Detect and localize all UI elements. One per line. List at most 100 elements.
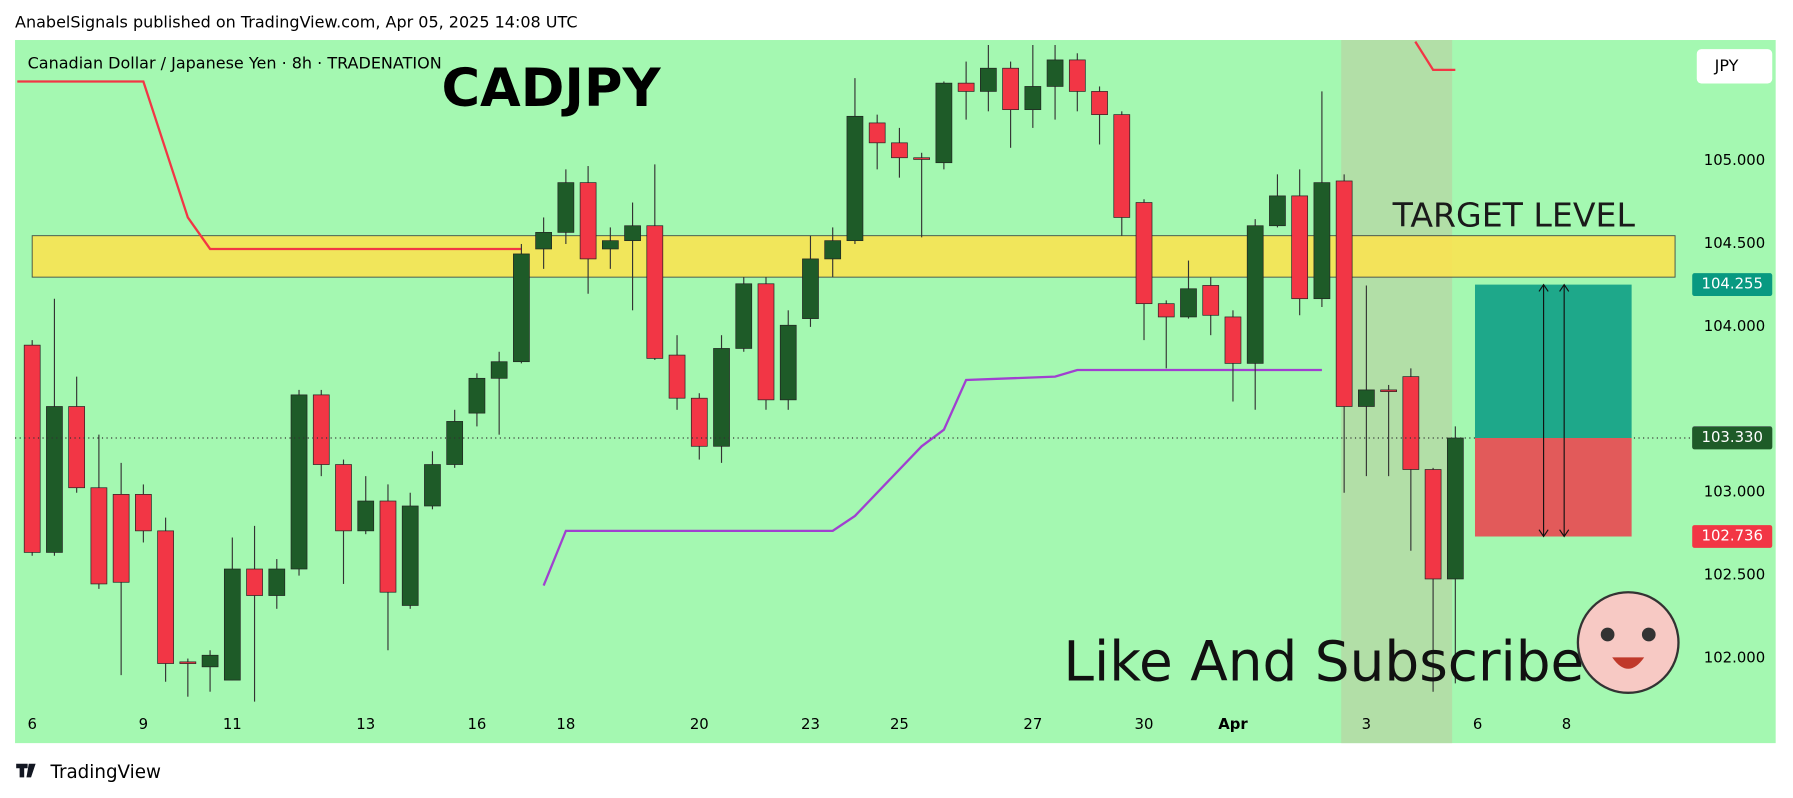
indicator-line <box>17 80 522 251</box>
annotation: TARGET LEVEL <box>1392 196 1636 235</box>
candle-body <box>646 225 664 359</box>
x-tick-label: 25 <box>890 715 909 733</box>
x-tick-label: 9 <box>139 715 148 733</box>
candle-body <box>1246 225 1264 364</box>
x-tick-label: 27 <box>1023 715 1042 733</box>
candle-body <box>1046 59 1064 87</box>
candle-body <box>1113 114 1131 218</box>
candle-body <box>802 258 819 319</box>
candle-body <box>779 324 797 401</box>
candle-body <box>379 500 397 593</box>
candle-body <box>1091 91 1108 115</box>
candle-body <box>957 82 975 92</box>
candle-body <box>1068 59 1086 92</box>
candle-body <box>290 394 308 570</box>
candle-body <box>490 361 508 379</box>
price-label-box <box>1692 273 1773 297</box>
candle-body <box>980 67 997 92</box>
candle-body <box>268 568 286 596</box>
candle-body <box>1335 180 1353 407</box>
candle-body <box>246 568 263 596</box>
arrow-head <box>1559 283 1570 538</box>
candle-body <box>1157 303 1175 318</box>
sticker <box>1576 591 1680 694</box>
candle-body <box>1202 285 1220 316</box>
target-zone <box>31 235 1676 278</box>
candle-body <box>913 157 930 160</box>
y-tick-label: 103.000 <box>1704 483 1765 501</box>
candle-body <box>624 225 641 242</box>
indicator-line <box>1414 41 1456 72</box>
x-tick-label: 23 <box>801 715 820 733</box>
candle-body <box>1024 86 1042 111</box>
x-tick-label: 6 <box>1473 715 1482 733</box>
x-tick-label: 20 <box>690 715 709 733</box>
candle-body <box>1380 389 1397 392</box>
currency-label: JPY <box>1714 56 1739 75</box>
candle-body <box>357 500 375 532</box>
annotation: Like And Subscribe <box>1063 630 1584 694</box>
stop-loss-box <box>1474 438 1632 537</box>
candle-body <box>535 232 552 250</box>
y-tick-label: 102.500 <box>1704 566 1765 584</box>
publish-header: AnabelSignals published on TradingView.c… <box>15 12 577 31</box>
x-tick-label: 13 <box>356 715 375 733</box>
y-tick-label: 104.000 <box>1704 317 1765 335</box>
candle-body <box>1424 469 1442 580</box>
price-label: 102.736 <box>1702 527 1763 545</box>
candle-body <box>90 487 108 585</box>
candle-body <box>223 568 241 681</box>
candle-body <box>1358 389 1375 407</box>
x-tick-label: 18 <box>556 715 575 733</box>
x-tick-label: 30 <box>1135 715 1154 733</box>
x-tick-label: 8 <box>1562 715 1571 733</box>
candle-body <box>935 82 953 164</box>
candle-body <box>312 394 330 465</box>
candle-body <box>46 406 63 553</box>
plot-area <box>15 41 1693 702</box>
candle-body <box>557 182 575 233</box>
candle-body <box>601 240 619 250</box>
tv-logo <box>16 763 36 778</box>
candle-body <box>68 406 86 489</box>
x-tick-label: Apr <box>1218 715 1248 733</box>
x-tick-label: 3 <box>1362 715 1371 733</box>
candle-body <box>1224 316 1242 364</box>
candle-body <box>1135 202 1153 305</box>
candle-body <box>201 654 219 668</box>
symbol-info: Canadian Dollar / Japanese Yen · 8h · TR… <box>28 54 442 73</box>
price-label-box <box>1692 525 1773 548</box>
candle-body <box>868 122 886 144</box>
x-tick-label: 16 <box>467 715 486 733</box>
indicator-line <box>542 368 1322 587</box>
candle-body <box>690 397 708 447</box>
candle-body <box>846 115 864 242</box>
price-label: 103.330 <box>1702 428 1763 446</box>
candle-body <box>1269 195 1286 227</box>
candle-body <box>1180 288 1197 318</box>
candle-body <box>1002 67 1019 111</box>
candle-body <box>891 142 908 159</box>
price-label-box <box>1692 426 1773 450</box>
footer-brand: TradingView <box>49 762 161 783</box>
candle-body <box>1313 182 1331 300</box>
candle-body <box>735 283 753 349</box>
candle-body <box>424 464 441 507</box>
candle-body <box>179 661 197 664</box>
take-profit-box <box>1474 284 1632 439</box>
x-tick-label: 6 <box>27 715 36 733</box>
y-tick-label: 102.000 <box>1704 649 1765 667</box>
candle-body <box>468 377 486 414</box>
candle-body <box>713 348 730 447</box>
candle-body <box>446 421 464 465</box>
price-label: 104.255 <box>1702 275 1763 293</box>
candle-body <box>824 240 842 260</box>
candle-body <box>135 494 152 532</box>
candle-body <box>335 464 352 532</box>
y-tick-label: 105.000 <box>1704 151 1765 169</box>
currency-box <box>1696 49 1773 84</box>
arrow-head <box>1538 283 1549 538</box>
candle-body <box>579 182 597 260</box>
